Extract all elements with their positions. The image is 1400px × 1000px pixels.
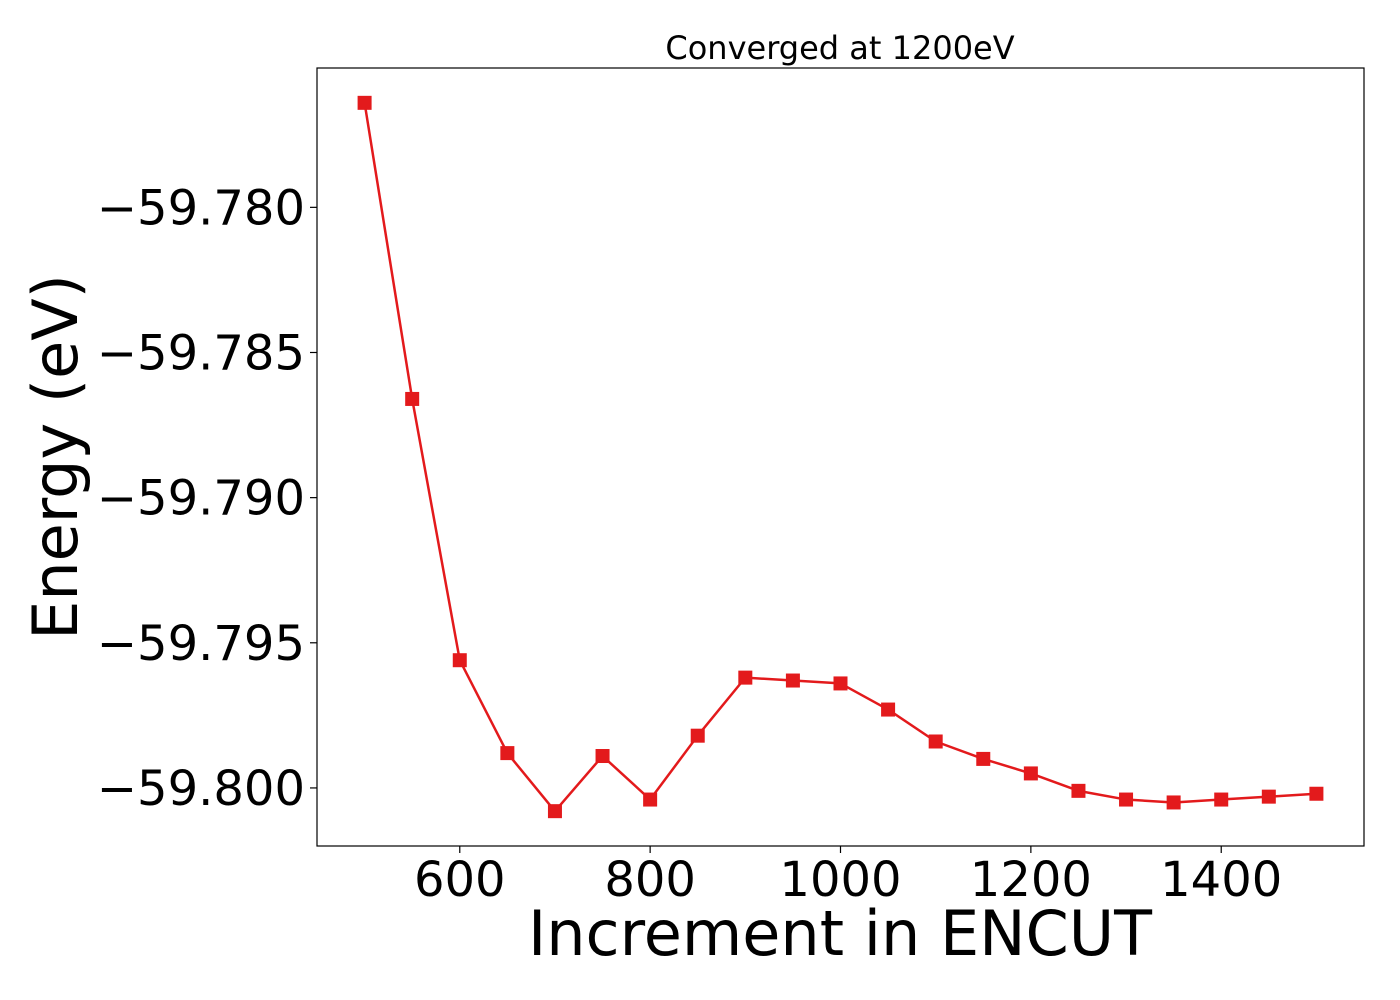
data-point-marker (1166, 795, 1181, 810)
data-point-marker (928, 734, 943, 749)
x-tick-label: 1200 (970, 852, 1092, 908)
data-point-marker (405, 391, 420, 406)
data-point-marker (1261, 789, 1276, 804)
data-point-marker (881, 702, 896, 717)
y-tick-label: −59.800 (97, 761, 305, 817)
data-point-marker (1119, 792, 1134, 807)
data-point-marker (690, 728, 705, 743)
data-point-marker (738, 670, 753, 685)
x-axis-title: Increment in ENCUT (528, 897, 1153, 970)
data-point-marker (595, 749, 610, 764)
data-point-marker (547, 804, 562, 819)
x-axis-ticks: 600 800 1000 1200 1400 (414, 846, 1282, 908)
y-tick-label: −59.795 (97, 616, 305, 672)
x-tick-label: 800 (604, 852, 696, 908)
x-tick-label: 600 (414, 852, 506, 908)
data-point-marker (1071, 783, 1086, 798)
data-point-marker (357, 95, 372, 110)
data-point-marker (452, 653, 467, 668)
data-point-marker (1309, 786, 1324, 801)
series-line (363, 102, 1317, 813)
y-axis-ticks: −59.780 −59.785 −59.790 −59.795 −59.800 (97, 180, 317, 817)
y-axis-title: Energy (eV) (19, 274, 92, 640)
data-point-marker (500, 746, 515, 761)
data-point-marker (785, 673, 800, 688)
x-tick-label: 1000 (779, 852, 901, 908)
x-tick-label: 1400 (1160, 852, 1282, 908)
data-point-marker (1023, 766, 1038, 781)
y-tick-label: −59.780 (97, 180, 305, 236)
plot-frame (316, 67, 1365, 847)
y-tick-label: −59.785 (97, 325, 305, 381)
data-point-marker (1214, 792, 1229, 807)
chart-title: Converged at 1200eV (665, 29, 1014, 67)
y-tick-label: −59.790 (97, 471, 305, 527)
data-point-marker (833, 676, 848, 691)
data-point-marker (643, 792, 658, 807)
series-layer (357, 95, 1324, 819)
data-point-marker (976, 751, 991, 766)
